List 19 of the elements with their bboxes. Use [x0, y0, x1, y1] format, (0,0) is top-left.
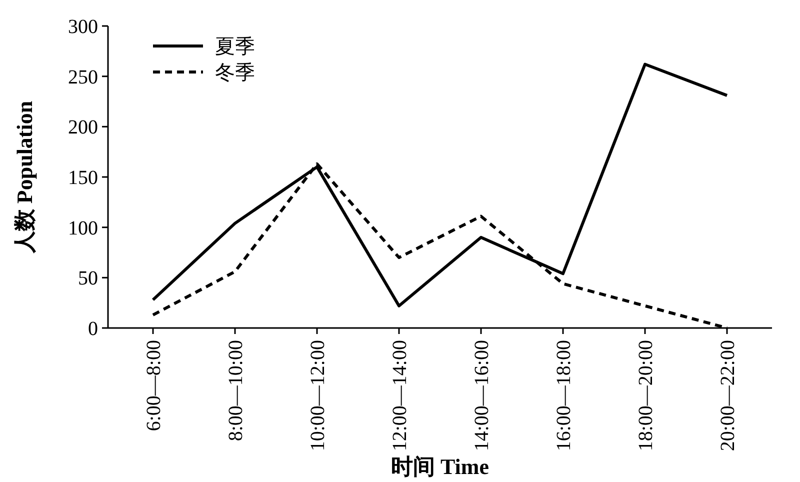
- y-tick-label: 250: [68, 66, 98, 88]
- x-tick-label: 18:00—20:00: [635, 340, 657, 452]
- x-tick-label: 12:00—14:00: [389, 340, 411, 452]
- legend-label: 夏季: [215, 36, 255, 58]
- x-axis-title: 时间 Time: [391, 454, 490, 479]
- x-tick-label: 14:00—16:00: [471, 340, 493, 452]
- x-tick-label: 16:00—18:00: [553, 340, 575, 452]
- y-tick-label: 100: [68, 217, 98, 240]
- y-tick-label: 200: [68, 116, 98, 139]
- y-tick-label: 300: [68, 16, 98, 38]
- x-tick-label: 20:00—22:00: [717, 340, 739, 452]
- y-tick-label: 150: [68, 167, 98, 189]
- y-tick-label: 0: [88, 318, 98, 340]
- y-tick-label: 50: [78, 268, 98, 290]
- x-tick-label: 8:00—10:00: [225, 340, 247, 442]
- y-axis-title: 人数 Population: [12, 100, 37, 254]
- x-tick-label: 6:00—8:00: [143, 340, 165, 432]
- legend-label: 冬季: [215, 62, 255, 84]
- x-tick-label: 10:00—12:00: [307, 340, 329, 452]
